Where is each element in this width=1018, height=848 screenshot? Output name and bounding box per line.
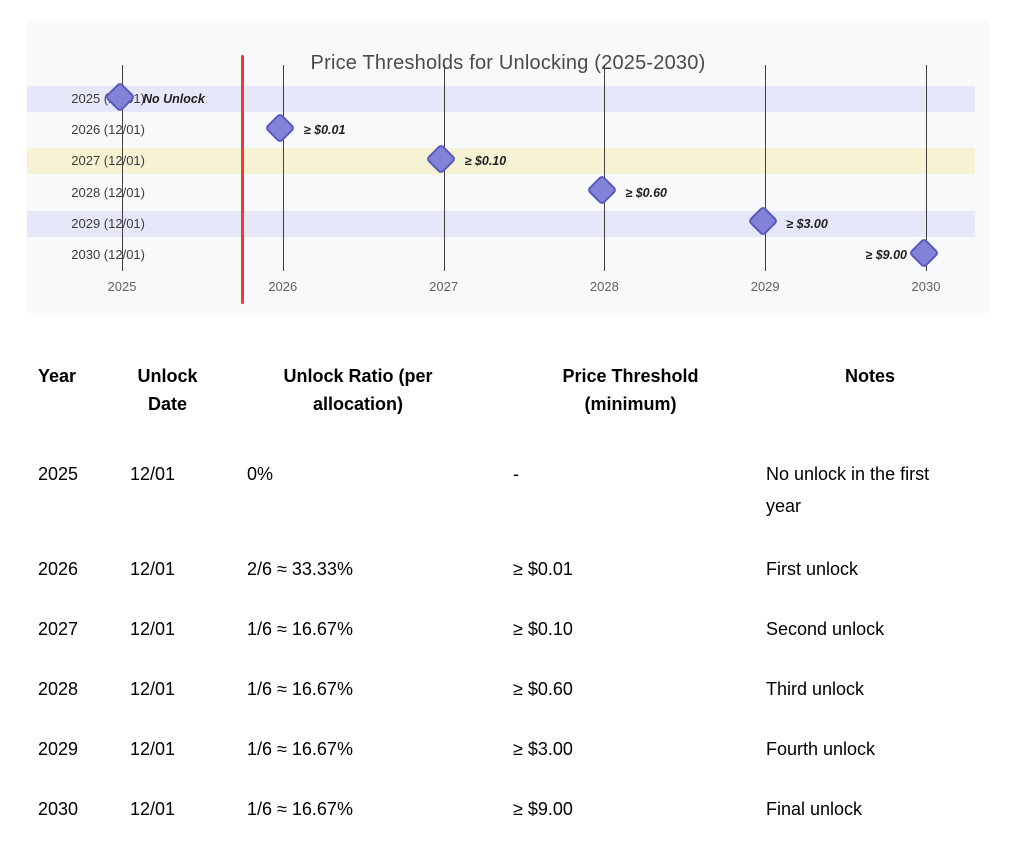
- table-row-2029: 2029 12/01 1/6 ≈ 16.67% ≥ $3.00 Fourth unloc…: [38, 733, 980, 765]
- cell-price_threshold: ≥ $9.00: [513, 799, 573, 819]
- cell-year: 2029: [38, 739, 79, 759]
- cell-notes: Fourth unlock: [766, 739, 876, 759]
- threshold-label-2025: No Unlock: [143, 92, 205, 106]
- threshold-label-2029: ≥ $3.00: [786, 216, 828, 231]
- cell-price_threshold: ≥ $3.00: [513, 739, 573, 759]
- table-body: 2025 12/01 0% - No unlock in the first year 2…: [38, 458, 980, 825]
- cell-notes: First unlock: [766, 559, 859, 579]
- table-row-2025: 2025 12/01 0% - No unlock in the first year: [38, 458, 980, 522]
- cell-unlock_ratio: 1/6 ≈ 16.67%: [247, 679, 353, 699]
- cell-year: 2027: [38, 619, 79, 639]
- cell-unlock_ratio: 0%: [247, 464, 274, 484]
- y-axis-label-2026: 2026 (12/01): [71, 122, 145, 138]
- cell-unlock_ratio: 1/6 ≈ 16.67%: [247, 739, 353, 759]
- gridline-2025: [122, 65, 123, 271]
- row-stripe-2025: [27, 86, 975, 112]
- y-axis-label-2030: 2030 (12/01): [71, 247, 145, 262]
- table-header-cell-0: Year: [38, 362, 130, 418]
- cell-unlock_date: 12/01: [130, 619, 176, 639]
- gridline-2026: [282, 65, 284, 271]
- cell-unlock_date: 12/01: [130, 799, 176, 819]
- table-row-2026: 2026 12/01 2/6 ≈ 33.33% ≥ $0.01 First unlock: [38, 553, 980, 585]
- unlock-timeline-chart: Price Thresholds for Unlocking (2025-203…: [27, 21, 989, 313]
- cell-unlock_ratio: 1/6 ≈ 16.67%: [247, 619, 353, 639]
- cell-price_threshold: ≥ $0.01: [513, 559, 573, 579]
- table-row-2028: 2028 12/01 1/6 ≈ 16.67% ≥ $0.60 Third unlock: [38, 673, 980, 705]
- unlock-marker-2026: [264, 112, 296, 144]
- cell-unlock_date: 12/01: [130, 679, 176, 699]
- cell-unlock_date: 12/01: [130, 559, 176, 579]
- cell-notes: Third unlock: [766, 679, 865, 699]
- x-axis-tick-2026: 2026: [268, 279, 298, 294]
- cell-year: 2025: [38, 464, 79, 484]
- gridline-2029: [765, 65, 767, 271]
- threshold-label-2028: ≥ $0.60: [625, 185, 668, 200]
- row-stripe-2027: [27, 148, 975, 175]
- table-header-cell-4: Notes: [766, 362, 980, 418]
- row-stripe-2029: [27, 210, 975, 237]
- cell-unlock_date: 12/01: [130, 464, 176, 484]
- x-axis-tick-2028: 2028: [589, 279, 619, 294]
- x-axis-tick-2025: 2025: [107, 279, 137, 294]
- table-row-2027: 2027 12/01 1/6 ≈ 16.67% ≥ $0.10 Second unloc…: [38, 613, 980, 645]
- unlock-marker-2030: [907, 236, 940, 269]
- table-header-cell-1: Unlock Date: [130, 362, 247, 418]
- cell-unlock_date: 12/01: [130, 739, 176, 759]
- unlock-marker-2028: [586, 174, 618, 206]
- threshold-label-2030: ≥ $9.00: [865, 248, 907, 262]
- cell-notes: Final unlock: [766, 799, 863, 819]
- table-header-text: Year: [38, 366, 77, 386]
- y-axis-label-2027: 2027 (12/01): [71, 153, 145, 169]
- gridline-2028: [604, 65, 606, 271]
- x-axis-tick-2030: 2030: [911, 279, 941, 294]
- table-row-2030: 2030 12/01 1/6 ≈ 16.67% ≥ $9.00 Final unlock: [38, 793, 980, 825]
- table-header-cell-3: Price Threshold (minimum): [513, 362, 766, 418]
- table-header-text: Unlock Ratio (per allocation): [283, 366, 433, 414]
- cell-year: 2030: [38, 799, 79, 819]
- x-axis-tick-2029: 2029: [750, 279, 780, 294]
- cell-unlock_ratio: 2/6 ≈ 33.33%: [247, 559, 353, 579]
- unlock-schedule-table: Year Unlock Date Unlock Ratio (per allocat…: [38, 362, 980, 825]
- table-header-row: Year Unlock Date Unlock Ratio (per allocat…: [38, 362, 980, 418]
- threshold-label-2027: ≥ $0.10: [464, 154, 507, 169]
- table-header-text: Notes: [844, 366, 895, 386]
- x-axis-tick-2027: 2027: [429, 279, 459, 294]
- table-header-text: Price Threshold (minimum): [562, 366, 699, 414]
- cell-price_threshold: ≥ $0.60: [513, 679, 573, 699]
- y-axis-label-2028: 2028 (12/01): [71, 184, 145, 200]
- gridline-2030: [926, 65, 927, 271]
- cell-price_threshold: -: [513, 464, 519, 484]
- cell-price_threshold: ≥ $0.10: [513, 619, 573, 639]
- current-date-line: [241, 55, 245, 304]
- cell-year: 2026: [38, 559, 79, 579]
- cell-unlock_ratio: 1/6 ≈ 16.67%: [247, 799, 353, 819]
- cell-year: 2028: [38, 679, 79, 699]
- cell-notes: Second unlock: [766, 619, 885, 639]
- chart-title: Price Thresholds for Unlocking (2025-203…: [310, 52, 706, 74]
- cell-notes: No unlock in the first year: [766, 464, 930, 516]
- y-axis-label-2029: 2029 (12/01): [71, 215, 145, 231]
- table-header-cell-2: Unlock Ratio (per allocation): [247, 362, 513, 418]
- table-header-text: Unlock Date: [137, 366, 198, 414]
- threshold-label-2026: ≥ $0.01: [303, 123, 346, 138]
